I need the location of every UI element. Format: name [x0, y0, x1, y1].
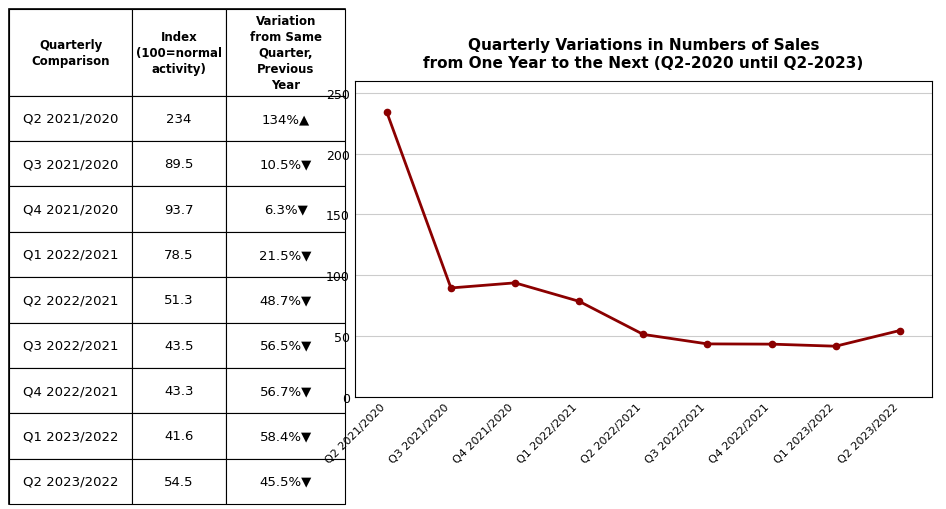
Bar [132, 97, 226, 142]
Text: 51.3: 51.3 [165, 294, 194, 307]
Text: 78.5: 78.5 [165, 248, 194, 262]
Bar [226, 97, 345, 142]
Bar [132, 413, 226, 459]
Text: Q1 2022/2021: Q1 2022/2021 [23, 248, 118, 262]
Bar [132, 232, 226, 277]
Text: Index
(100=normal
activity): Index (100=normal activity) [136, 31, 222, 76]
Bar [226, 142, 345, 187]
Bar [9, 142, 132, 187]
Text: Q2 2022/2021: Q2 2022/2021 [23, 294, 118, 307]
Bar [9, 232, 132, 277]
Text: 43.5: 43.5 [165, 339, 194, 352]
Bar [226, 413, 345, 459]
Text: 6.3%▼: 6.3%▼ [264, 203, 307, 216]
Bar [132, 142, 226, 187]
Text: 45.5%▼: 45.5%▼ [259, 475, 312, 488]
Text: 43.3: 43.3 [165, 384, 194, 397]
Text: 58.4%▼: 58.4%▼ [259, 430, 312, 442]
Text: Variation
from Same
Quarter,
Previous
Year: Variation from Same Quarter, Previous Ye… [250, 15, 322, 92]
Bar [226, 323, 345, 368]
Bar [132, 459, 226, 504]
Bar [132, 187, 226, 232]
Title: Quarterly Variations in Numbers of Sales
from One Year to the Next (Q2-2020 unti: Quarterly Variations in Numbers of Sales… [423, 38, 864, 71]
Text: Q3 2021/2020: Q3 2021/2020 [23, 158, 118, 171]
Bar [132, 277, 226, 323]
Bar [9, 323, 132, 368]
Bar [226, 368, 345, 413]
Text: 48.7%▼: 48.7%▼ [259, 294, 312, 307]
Bar [9, 97, 132, 142]
Text: 21.5%▼: 21.5%▼ [259, 248, 312, 262]
Bar [9, 413, 132, 459]
Bar [132, 10, 226, 97]
Bar [226, 277, 345, 323]
Bar [9, 277, 132, 323]
Text: 234: 234 [166, 112, 192, 126]
Bar [132, 323, 226, 368]
Text: Q3 2022/2021: Q3 2022/2021 [23, 339, 118, 352]
Text: Q4 2021/2020: Q4 2021/2020 [23, 203, 118, 216]
Text: 10.5%▼: 10.5%▼ [259, 158, 312, 171]
Text: 93.7: 93.7 [165, 203, 194, 216]
Bar [226, 10, 345, 97]
Text: 134%▲: 134%▲ [261, 112, 309, 126]
Bar [226, 459, 345, 504]
Bar [9, 187, 132, 232]
Bar [132, 368, 226, 413]
Bar [9, 459, 132, 504]
Bar [226, 187, 345, 232]
Text: 89.5: 89.5 [165, 158, 194, 171]
Text: Q1 2023/2022: Q1 2023/2022 [23, 430, 118, 442]
Text: 54.5: 54.5 [165, 475, 194, 488]
Bar [9, 368, 132, 413]
Bar [9, 10, 132, 97]
Text: 41.6: 41.6 [165, 430, 194, 442]
Bar [226, 232, 345, 277]
Text: 56.5%▼: 56.5%▼ [259, 339, 312, 352]
Text: Q2 2023/2022: Q2 2023/2022 [23, 475, 118, 488]
Text: Q4 2022/2021: Q4 2022/2021 [23, 384, 118, 397]
Text: 56.7%▼: 56.7%▼ [259, 384, 312, 397]
Text: Q2 2021/2020: Q2 2021/2020 [23, 112, 118, 126]
Text: Quarterly
Comparison: Quarterly Comparison [31, 39, 110, 68]
